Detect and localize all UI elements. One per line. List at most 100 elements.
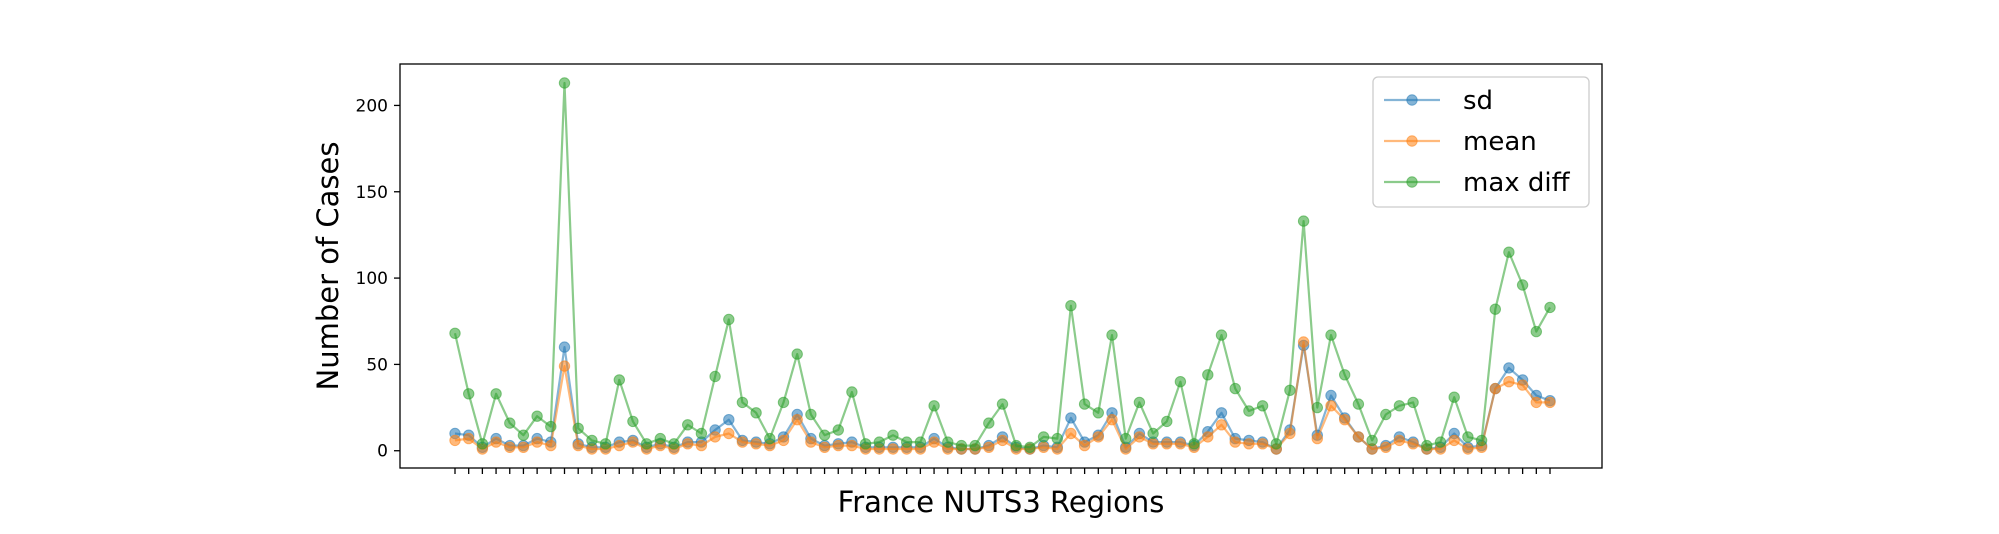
data-point-mean	[1352, 431, 1365, 443]
legend-entries: sd mean max diff	[1384, 86, 1571, 198]
data-point-mean	[695, 439, 708, 452]
data-point-max-diff	[846, 386, 858, 398]
data-point-max-diff	[709, 370, 721, 383]
data-point-mean	[723, 427, 735, 440]
data-point-max-diff	[476, 438, 489, 450]
data-point-max-diff	[750, 407, 762, 419]
data-point-sd	[1215, 407, 1228, 419]
data-point-mean	[558, 360, 571, 372]
data-point-mean	[531, 436, 543, 448]
data-point-max-diff	[723, 313, 735, 326]
legend: sd mean max diff	[1372, 76, 1590, 208]
data-point-max-diff	[1544, 301, 1556, 314]
y-tick-label: 0	[377, 442, 388, 462]
series-layer	[449, 77, 1556, 455]
data-point-mean	[1284, 427, 1296, 440]
legend-label: mean	[1463, 127, 1537, 157]
data-point-mean	[463, 432, 475, 445]
data-point-max-diff	[1352, 398, 1365, 410]
data-point-max-diff	[901, 436, 913, 448]
data-point-max-diff	[695, 427, 708, 440]
data-point-max-diff	[1503, 246, 1515, 258]
data-point-mean	[1393, 434, 1406, 447]
data-point-max-diff	[996, 398, 1009, 410]
data-point-mean	[983, 441, 995, 453]
data-point-mean	[1147, 438, 1159, 450]
data-point-max-diff	[1202, 369, 1214, 381]
legend-item-sd: sd	[1384, 86, 1493, 116]
data-point-mean	[1120, 443, 1132, 455]
legend-swatch-marker	[1406, 176, 1418, 188]
data-point-max-diff	[1407, 396, 1419, 409]
data-point-max-diff	[791, 348, 803, 360]
data-point-mean	[1407, 438, 1419, 450]
data-point-max-diff	[983, 417, 995, 429]
data-point-max-diff	[654, 432, 666, 445]
data-point-mean	[1215, 419, 1228, 431]
data-point-max-diff	[558, 77, 571, 89]
data-point-mean	[1065, 427, 1077, 440]
legend-swatch-marker	[1406, 135, 1418, 147]
data-point-max-diff	[1475, 434, 1488, 447]
data-point-mean	[1229, 436, 1241, 448]
data-point-max-diff	[504, 417, 516, 429]
data-point-mean	[1462, 443, 1474, 455]
data-point-max-diff	[969, 439, 981, 452]
data-point-max-diff	[490, 388, 502, 400]
data-point-max-diff	[1297, 215, 1310, 227]
data-point-mean	[449, 434, 461, 447]
data-point-mean	[572, 439, 584, 452]
data-point-max-diff	[682, 419, 694, 431]
data-point-max-diff	[517, 429, 530, 441]
data-point-mean	[1256, 438, 1269, 450]
data-point-sd	[558, 341, 571, 353]
data-point-max-diff	[859, 438, 872, 450]
data-point-mean	[1078, 439, 1091, 452]
legend-item-mean: mean	[1384, 127, 1537, 157]
data-point-max-diff	[1516, 279, 1529, 291]
data-point-max-diff	[599, 438, 612, 450]
x-axis-ticks	[454, 468, 1551, 474]
data-point-max-diff	[942, 436, 954, 448]
data-point-max-diff	[1270, 438, 1283, 450]
series-max-diff	[449, 77, 1556, 453]
data-point-mean	[832, 439, 844, 452]
data-point-max-diff	[1215, 329, 1228, 341]
data-point-mean	[791, 414, 803, 426]
data-point-mean	[490, 436, 502, 448]
data-point-max-diff	[1161, 415, 1173, 428]
data-point-max-diff	[1339, 369, 1351, 381]
series-mean	[449, 336, 1556, 455]
data-point-max-diff	[1078, 398, 1091, 410]
legend-label: sd	[1463, 86, 1493, 116]
data-point-mean	[996, 434, 1009, 447]
data-point-max-diff	[1051, 432, 1064, 445]
data-point-mean	[846, 439, 858, 452]
data-point-max-diff	[1256, 400, 1269, 412]
data-point-max-diff	[545, 420, 557, 433]
data-point-max-diff	[832, 424, 844, 436]
data-point-max-diff	[955, 439, 968, 452]
data-point-max-diff	[1120, 432, 1132, 445]
data-point-max-diff	[873, 436, 885, 448]
data-point-mean	[777, 434, 790, 447]
data-point-mean	[627, 436, 639, 448]
legend-label: max diff	[1463, 168, 1571, 198]
data-point-mean	[1530, 396, 1543, 409]
data-point-max-diff	[1530, 325, 1543, 338]
data-point-max-diff	[1380, 408, 1392, 421]
data-point-max-diff	[1010, 439, 1022, 452]
data-point-mean	[1489, 382, 1502, 395]
data-point-mean	[1174, 438, 1187, 450]
data-point-sd	[1503, 362, 1515, 374]
data-point-max-diff	[1393, 400, 1406, 412]
data-point-sd	[723, 414, 735, 426]
data-point-mean	[1516, 379, 1529, 391]
data-point-max-diff	[1243, 405, 1255, 417]
legend-swatch-marker	[1406, 94, 1418, 106]
data-point-max-diff	[586, 434, 598, 447]
data-point-max-diff	[463, 388, 475, 400]
data-point-max-diff	[1284, 384, 1296, 396]
data-point-mean	[1106, 414, 1118, 426]
data-point-max-diff	[668, 438, 680, 450]
